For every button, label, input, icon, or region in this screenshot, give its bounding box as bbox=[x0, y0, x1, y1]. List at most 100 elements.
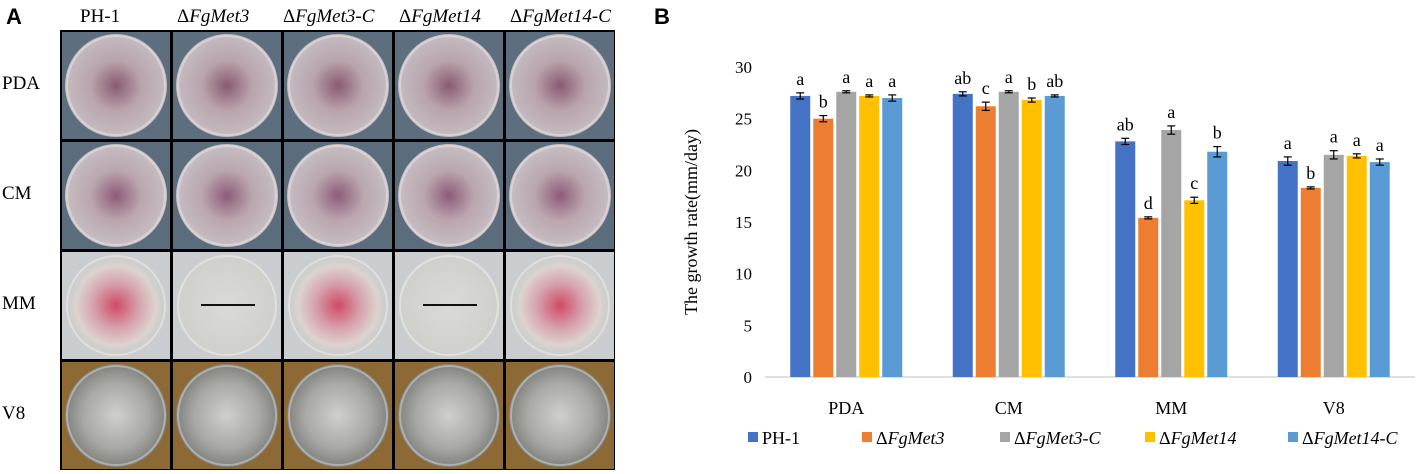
plate-cell bbox=[173, 32, 281, 139]
significance-letter: a bbox=[1353, 130, 1361, 150]
significance-letter: a bbox=[888, 71, 896, 91]
y-tick-label: 0 bbox=[744, 368, 753, 387]
dish-rim bbox=[288, 145, 388, 246]
legend-swatch bbox=[1145, 432, 1155, 442]
significance-letter: a bbox=[796, 69, 804, 89]
plate-cell bbox=[506, 32, 614, 139]
column-header-name: PH-1 bbox=[80, 6, 121, 27]
plate-cell bbox=[173, 142, 281, 249]
bar-pda bbox=[836, 91, 857, 378]
legend-entry: ΔFgMet14-C bbox=[1302, 428, 1399, 448]
legend-delta: Δ bbox=[1014, 428, 1026, 448]
dish-rim bbox=[510, 365, 610, 466]
x-tick-label: MM bbox=[1155, 398, 1187, 418]
column-header-4: ΔFgMet14-C bbox=[510, 6, 611, 28]
x-tick-label: CM bbox=[995, 398, 1023, 418]
dish-rim bbox=[66, 365, 166, 466]
legend-delta: Δ bbox=[876, 428, 888, 448]
dish-rim bbox=[510, 35, 610, 136]
bar-cm bbox=[1021, 100, 1042, 378]
bar-v8 bbox=[1369, 162, 1390, 377]
plate-cell bbox=[506, 252, 614, 359]
bar-pda bbox=[790, 95, 811, 377]
dish-rim bbox=[288, 35, 388, 136]
column-header-name: FgMet3-C bbox=[295, 6, 375, 27]
plate-cell bbox=[395, 252, 503, 359]
legend-delta: Δ bbox=[1159, 428, 1171, 448]
plate-cell bbox=[173, 252, 281, 359]
plate-cell bbox=[506, 142, 614, 249]
legend-swatch bbox=[1000, 432, 1010, 442]
bar-mm bbox=[1115, 141, 1136, 377]
significance-letter: a bbox=[1005, 67, 1013, 87]
significance-letter: d bbox=[1144, 193, 1153, 213]
bar-cm bbox=[1044, 95, 1065, 377]
scale-bar bbox=[423, 304, 477, 306]
dish-rim bbox=[177, 35, 277, 136]
legend-name: FgMet3-C bbox=[1025, 428, 1102, 448]
column-header-delta: Δ bbox=[510, 6, 523, 27]
column-header-delta: Δ bbox=[399, 6, 412, 27]
bar-v8 bbox=[1323, 154, 1344, 377]
row-label-v8: V8 bbox=[2, 403, 26, 424]
y-tick-label: 20 bbox=[735, 161, 752, 180]
legend-entry: PH-1 bbox=[762, 428, 800, 448]
x-tick-label: PDA bbox=[828, 398, 864, 418]
plate-cell bbox=[395, 32, 503, 139]
dish-rim bbox=[66, 255, 166, 356]
x-tick-label: V8 bbox=[1323, 398, 1345, 418]
y-axis-label: The growth rate(mm/day) bbox=[681, 129, 702, 315]
column-header-2: ΔFgMet3-C bbox=[283, 6, 374, 28]
plate-cell bbox=[395, 362, 503, 469]
bar-pda bbox=[813, 118, 834, 378]
dish-rim bbox=[177, 145, 277, 246]
column-header-0: PH-1 bbox=[80, 6, 120, 28]
significance-letter: b bbox=[819, 92, 828, 112]
legend-entry: ΔFgMet3-C bbox=[1014, 428, 1102, 448]
dish-rim bbox=[399, 145, 499, 246]
panel-b-letter: B bbox=[654, 4, 670, 29]
significance-letter: a bbox=[1376, 135, 1384, 155]
legend-swatch bbox=[862, 432, 872, 442]
column-header-3: ΔFgMet14 bbox=[399, 6, 481, 28]
significance-letter: b bbox=[1213, 123, 1222, 143]
plate-cell bbox=[284, 362, 392, 469]
column-header-delta: Δ bbox=[177, 6, 190, 27]
dish-rim bbox=[399, 35, 499, 136]
dish-rim bbox=[288, 365, 388, 466]
dish-rim bbox=[177, 365, 277, 466]
dish-rim bbox=[177, 255, 277, 356]
legend-swatch bbox=[748, 432, 758, 442]
bar-mm bbox=[1161, 130, 1182, 377]
legend-name: FgMet14-C bbox=[1313, 428, 1399, 448]
bar-v8 bbox=[1300, 187, 1321, 377]
bar-mm bbox=[1207, 151, 1228, 377]
y-tick-label: 5 bbox=[744, 316, 753, 335]
legend-name: FgMet14 bbox=[1170, 428, 1237, 448]
plate-cell bbox=[62, 32, 170, 139]
significance-letter: b bbox=[1027, 74, 1036, 94]
dish-rim bbox=[510, 145, 610, 246]
dish-rim bbox=[66, 35, 166, 136]
row-label-cm: CM bbox=[2, 183, 32, 204]
significance-letter: c bbox=[1190, 173, 1198, 193]
significance-letter: ab bbox=[954, 68, 971, 88]
dish-rim bbox=[510, 255, 610, 356]
significance-letter: c bbox=[982, 78, 990, 98]
plate-cell bbox=[284, 142, 392, 249]
plate-cell bbox=[62, 252, 170, 359]
dish-rim bbox=[288, 255, 388, 356]
legend-swatch bbox=[1288, 432, 1298, 442]
legend-name: FgMet3 bbox=[887, 428, 945, 448]
panel-a-letter: A bbox=[6, 4, 22, 29]
legend-entry: ΔFgMet3 bbox=[876, 428, 945, 448]
significance-letter: ab bbox=[1046, 71, 1063, 91]
bar-pda bbox=[882, 98, 903, 377]
y-tick-label: 25 bbox=[735, 110, 752, 129]
y-tick-label: 10 bbox=[735, 265, 752, 284]
bar-cm bbox=[975, 106, 996, 378]
y-tick-label: 15 bbox=[735, 213, 752, 232]
plate-cell bbox=[395, 142, 503, 249]
column-header-delta: Δ bbox=[283, 6, 296, 27]
